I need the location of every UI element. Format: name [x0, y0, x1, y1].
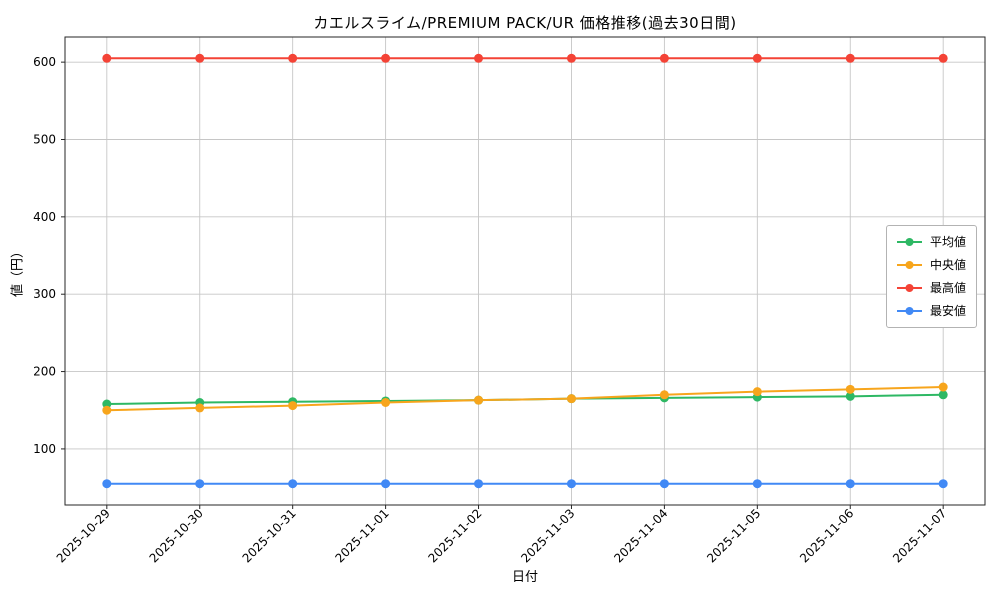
data-point-marker [102, 53, 112, 63]
chart-title: カエルスライム/PREMIUM PACK/UR 価格推移(過去30日間) [313, 14, 737, 32]
x-axis-label: 日付 [511, 570, 538, 585]
data-point-marker [195, 403, 205, 413]
data-point-marker [381, 398, 391, 408]
data-point-marker [938, 53, 948, 63]
legend-line-icon [896, 283, 922, 292]
data-point-marker [474, 53, 484, 63]
data-point-marker [845, 479, 855, 489]
axis-frame [64, 36, 986, 506]
data-point-marker [845, 53, 855, 63]
data-point-marker [845, 384, 855, 394]
data-point-marker [474, 395, 484, 405]
data-point-marker [566, 394, 576, 404]
legend-label: 中央値 [929, 258, 966, 272]
x-tick-label: 2025-10-29 [54, 506, 113, 565]
data-point-marker [195, 479, 205, 489]
legend-item: 最高値 [896, 279, 966, 296]
y-tick-label: 200 [33, 365, 56, 379]
y-tick-label: 500 [33, 132, 56, 146]
legend-label: 最安値 [929, 304, 966, 318]
data-point-marker [752, 387, 762, 397]
legend-item: 平均値 [896, 233, 966, 250]
legend-item: 中央値 [896, 256, 966, 273]
data-point-marker [752, 479, 762, 489]
x-tick-label: 2025-11-07 [890, 506, 949, 565]
x-tick-label: 2025-10-31 [240, 506, 299, 565]
data-point-marker [288, 479, 298, 489]
data-point-marker [938, 390, 948, 400]
x-tick-label: 2025-11-01 [333, 506, 392, 565]
data-point-marker [381, 53, 391, 63]
y-tick-label: 600 [33, 55, 56, 69]
data-point-marker [381, 479, 391, 489]
data-point-marker [659, 479, 669, 489]
data-point-marker [938, 382, 948, 392]
legend-line-icon [896, 237, 922, 246]
data-point-marker [102, 399, 112, 409]
legend-line-icon [896, 306, 922, 315]
y-tick-label: 400 [33, 210, 56, 224]
data-point-marker [195, 53, 205, 63]
x-tick-label: 2025-11-05 [704, 506, 763, 565]
data-point-marker [566, 479, 576, 489]
data-point-marker [659, 390, 669, 400]
legend-label: 平均値 [929, 235, 966, 249]
data-point-marker [845, 391, 855, 401]
data-point-marker [474, 479, 484, 489]
x-tick-label: 2025-11-06 [797, 506, 856, 565]
data-point-marker [566, 53, 576, 63]
data-point-marker [102, 405, 112, 415]
data-point-marker [659, 53, 669, 63]
data-point-marker [938, 479, 948, 489]
data-point-marker [288, 53, 298, 63]
data-point-marker [752, 53, 762, 63]
legend-line-icon [896, 260, 922, 269]
legend-label: 最高値 [929, 281, 966, 295]
x-tick-label: 2025-11-03 [518, 506, 577, 565]
data-point-marker [102, 479, 112, 489]
data-point-marker [288, 401, 298, 411]
x-tick-label: 2025-10-30 [147, 506, 206, 565]
x-tick-label: 2025-11-02 [425, 506, 484, 565]
legend: 平均値中央値最高値最安値 [885, 225, 977, 328]
y-tick-label: 100 [33, 442, 56, 456]
y-tick-label: 300 [33, 287, 56, 301]
x-tick-label: 2025-11-04 [611, 506, 670, 565]
legend-item: 最安値 [896, 302, 966, 319]
series-line-中央値 [106, 386, 944, 412]
